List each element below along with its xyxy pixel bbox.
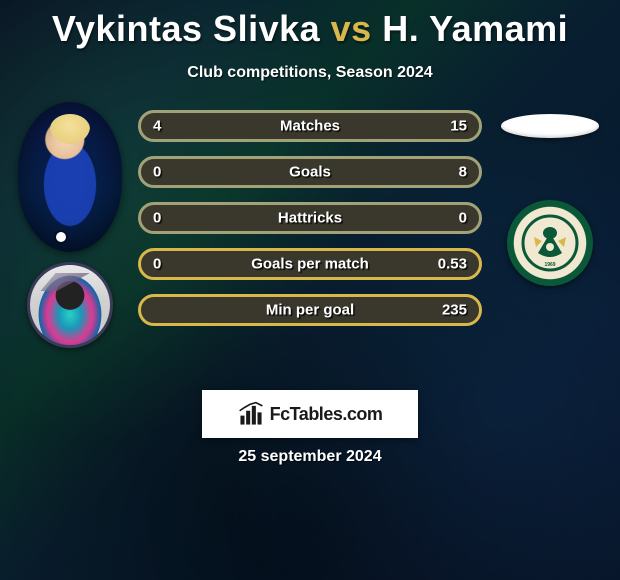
- stat-value-right: 8: [459, 164, 467, 181]
- verdy-emblem-icon: 1969: [520, 213, 580, 273]
- stat-value-left: 0: [153, 210, 161, 227]
- stat-bar: Matches 4 15: [138, 110, 482, 142]
- player1-photo: [18, 102, 122, 252]
- stat-bar: Goals 0 8: [138, 156, 482, 188]
- stat-value-right: 235: [442, 302, 467, 319]
- stat-label: Goals: [289, 164, 331, 181]
- right-column: 1969: [490, 110, 610, 286]
- stat-value-right: 15: [450, 118, 467, 135]
- stat-value-right: 0.53: [438, 256, 467, 273]
- tokyo-verdy-badge-icon: 1969: [507, 200, 593, 286]
- stat-label: Goals per match: [251, 256, 369, 273]
- stat-label: Matches: [280, 118, 340, 135]
- stat-value-left: 0: [153, 256, 161, 273]
- left-column: [10, 110, 130, 348]
- player2-name: H. Yamami: [382, 8, 568, 49]
- stats-column: Matches415Goals08Hattricks00Goals per ma…: [138, 110, 482, 340]
- sagan-tosu-badge-icon: [27, 262, 113, 348]
- stat-label: Min per goal: [266, 302, 354, 319]
- player1-name: Vykintas Slivka: [52, 8, 320, 49]
- page-title: Vykintas Slivka vs H. Yamami: [0, 0, 620, 50]
- svg-text:1969: 1969: [544, 262, 555, 268]
- comparison-row: Matches415Goals08Hattricks00Goals per ma…: [0, 110, 620, 370]
- subtitle: Club competitions, Season 2024: [0, 64, 620, 82]
- brand-badge[interactable]: FcTables.com: [202, 390, 418, 438]
- stat-label: Hattricks: [278, 210, 342, 227]
- brand-text: FcTables.com: [270, 404, 383, 425]
- player2-photo-placeholder: [501, 114, 599, 138]
- stat-bar: Hattricks 0 0: [138, 202, 482, 234]
- stat-bar: Min per goal 235: [138, 294, 482, 326]
- date-text: 25 september 2024: [0, 448, 620, 466]
- vs-text: vs: [331, 8, 372, 49]
- spacer: [490, 162, 610, 190]
- stat-bar: Goals per match 0 0.53: [138, 248, 482, 280]
- bar-chart-icon: [238, 401, 264, 427]
- infographic: Vykintas Slivka vs H. Yamami Club compet…: [0, 0, 620, 580]
- stat-value-right: 0: [459, 210, 467, 227]
- stat-value-left: 4: [153, 118, 161, 135]
- stat-value-left: 0: [153, 164, 161, 181]
